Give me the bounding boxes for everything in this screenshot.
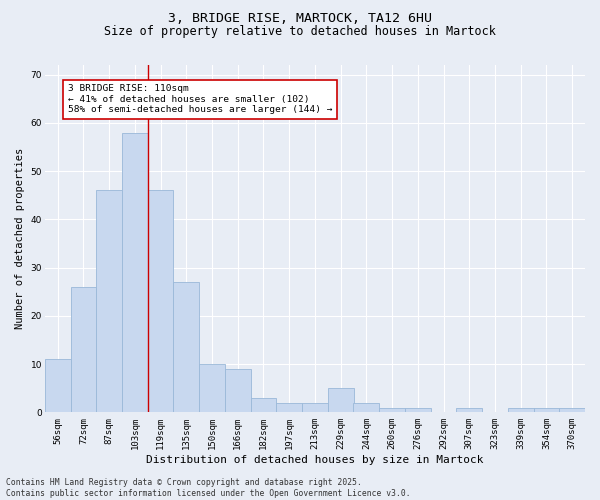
- Bar: [45, 360, 71, 412]
- Bar: [251, 398, 277, 412]
- Bar: [173, 282, 199, 412]
- Text: Size of property relative to detached houses in Martock: Size of property relative to detached ho…: [104, 25, 496, 38]
- Bar: [533, 408, 559, 412]
- X-axis label: Distribution of detached houses by size in Martock: Distribution of detached houses by size …: [146, 455, 484, 465]
- Bar: [508, 408, 533, 412]
- Text: 3, BRIDGE RISE, MARTOCK, TA12 6HU: 3, BRIDGE RISE, MARTOCK, TA12 6HU: [168, 12, 432, 26]
- Bar: [225, 369, 251, 412]
- Bar: [148, 190, 173, 412]
- Bar: [71, 287, 96, 412]
- Text: 3 BRIDGE RISE: 110sqm
← 41% of detached houses are smaller (102)
58% of semi-det: 3 BRIDGE RISE: 110sqm ← 41% of detached …: [68, 84, 332, 114]
- Text: Contains HM Land Registry data © Crown copyright and database right 2025.
Contai: Contains HM Land Registry data © Crown c…: [6, 478, 410, 498]
- Bar: [353, 402, 379, 412]
- Y-axis label: Number of detached properties: Number of detached properties: [15, 148, 25, 330]
- Bar: [302, 402, 328, 412]
- Bar: [379, 408, 405, 412]
- Bar: [328, 388, 353, 412]
- Bar: [122, 132, 148, 412]
- Bar: [457, 408, 482, 412]
- Bar: [277, 402, 302, 412]
- Bar: [199, 364, 225, 412]
- Bar: [559, 408, 585, 412]
- Bar: [405, 408, 431, 412]
- Bar: [96, 190, 122, 412]
